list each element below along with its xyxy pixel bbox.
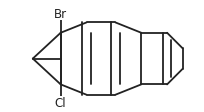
Text: Cl: Cl: [55, 97, 67, 110]
Text: Br: Br: [54, 8, 67, 20]
